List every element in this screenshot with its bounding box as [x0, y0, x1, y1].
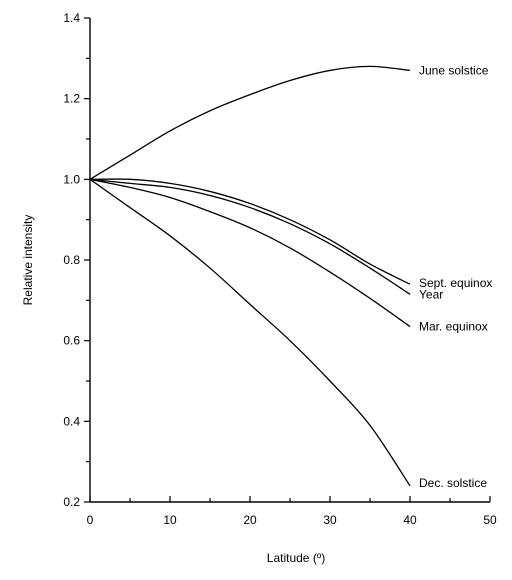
y-tick-label: 1.2	[63, 92, 80, 106]
x-tick-label: 0	[87, 513, 94, 527]
y-tick-label: 1.4	[63, 11, 80, 25]
y-axis-title: Relative intensity	[21, 215, 35, 306]
y-tick-label: 0.2	[63, 495, 80, 509]
series-lines	[89, 65, 411, 487]
x-axis-ticks: 0 10 20 30 40 50	[87, 496, 497, 527]
x-tick-label: 30	[323, 513, 337, 527]
x-tick-label: 40	[403, 513, 417, 527]
series-line-dec-solstice	[89, 178, 411, 487]
x-tick-label: 20	[243, 513, 257, 527]
y-axis-ticks: 0.2 0.4 0.6 0.8 1.0 1.2 1.4	[63, 11, 90, 509]
series-label-june-solstice: June solstice	[419, 63, 489, 77]
y-tick-label: 0.6	[63, 334, 80, 348]
axes	[89, 18, 490, 503]
series-line-june-solstice	[89, 65, 411, 180]
series-label-mar-equinox: Mar. equinox	[419, 320, 488, 334]
x-tick-label: 10	[163, 513, 177, 527]
y-tick-label: 0.8	[63, 253, 80, 267]
series-line-mar-equinox	[89, 178, 411, 328]
series-label-dec-solstice: Dec. solstice	[419, 476, 487, 490]
y-tick-label: 1.0	[63, 172, 80, 186]
x-tick-label: 50	[483, 513, 497, 527]
series-line-year	[89, 178, 411, 295]
series-label-year: Year	[419, 287, 443, 301]
series-label-sept-equinox: Sept. equinox	[419, 276, 492, 290]
series-line-sept-equinox	[89, 178, 411, 285]
x-axis-title: Latitude (º)	[267, 551, 325, 565]
y-tick-label: 0.4	[63, 414, 80, 428]
